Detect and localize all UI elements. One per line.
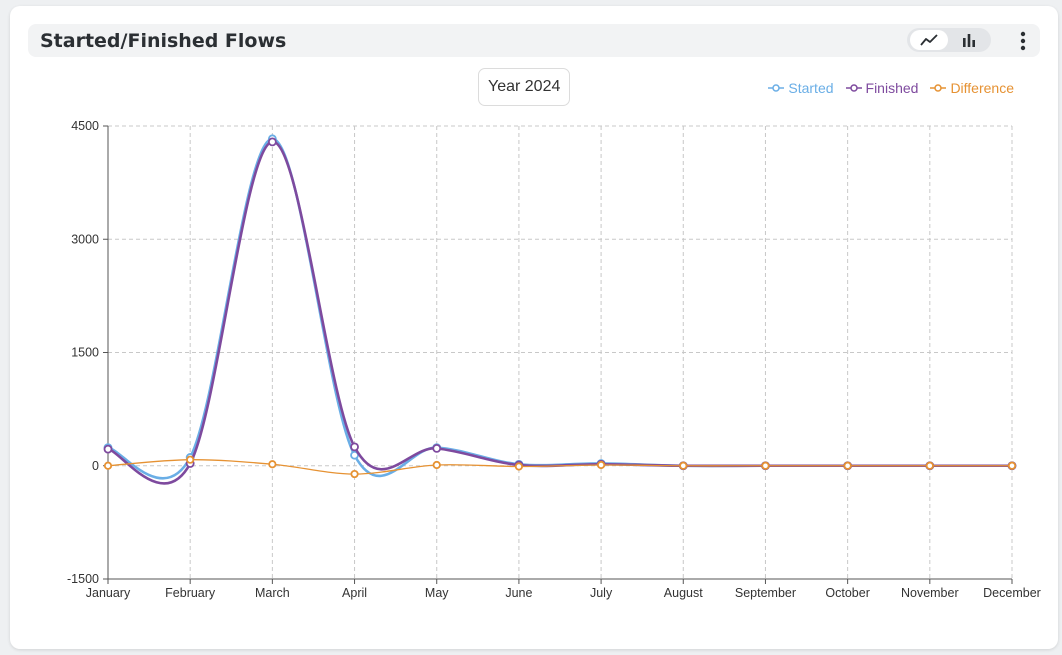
- data-point-difference[interactable]: [1007, 461, 1017, 470]
- data-point-difference[interactable]: [514, 462, 524, 471]
- series-line-difference: [107, 459, 1012, 475]
- y-tick-label: 0: [92, 459, 99, 473]
- y-tick-label: -1500: [67, 572, 99, 586]
- data-point-difference[interactable]: [596, 460, 606, 470]
- legend-item-finished[interactable]: Finished: [845, 80, 919, 96]
- chart-card: Started/Finished Flows: [10, 6, 1058, 649]
- data-point-difference[interactable]: [925, 461, 934, 470]
- card-title: Started/Finished Flows: [40, 30, 287, 52]
- data-point-difference[interactable]: [268, 460, 277, 469]
- bar-view-button[interactable]: [950, 30, 988, 50]
- x-tick-label: February: [165, 586, 216, 600]
- legend-label: Difference: [950, 80, 1014, 96]
- x-tick-label: May: [425, 586, 449, 600]
- data-point-finished[interactable]: [350, 442, 359, 452]
- data-point-difference[interactable]: [679, 461, 688, 470]
- x-tick-label: January: [86, 586, 131, 600]
- x-tick-label: April: [342, 586, 367, 600]
- legend-marker-icon: [845, 84, 862, 92]
- legend-label: Started: [788, 80, 834, 96]
- more-options-button[interactable]: [1016, 29, 1030, 53]
- data-point-difference[interactable]: [186, 455, 195, 464]
- data-point-finished[interactable]: [267, 137, 277, 147]
- x-tick-label: October: [825, 586, 869, 600]
- data-point-difference[interactable]: [103, 461, 113, 470]
- data-point-difference[interactable]: [843, 461, 852, 470]
- card-header: Started/Finished Flows: [28, 24, 1040, 57]
- x-tick-label: August: [664, 586, 703, 600]
- data-point-finished[interactable]: [432, 443, 442, 453]
- line-view-button[interactable]: [910, 30, 948, 50]
- data-point-difference[interactable]: [761, 461, 770, 470]
- legend-item-difference[interactable]: Difference: [930, 80, 1014, 96]
- chart-type-toggle: [907, 28, 991, 52]
- x-tick-label: September: [735, 586, 796, 600]
- x-tick-label: March: [255, 586, 290, 600]
- chart-legend: Started Finished Difference: [768, 80, 1014, 96]
- y-tick-label: 3000: [71, 232, 99, 246]
- legend-marker-icon: [768, 84, 785, 92]
- line-chart-icon: [920, 34, 938, 46]
- x-tick-label: June: [505, 586, 532, 600]
- data-point-finished[interactable]: [103, 444, 113, 454]
- legend-label: Finished: [865, 80, 919, 96]
- chart-title: Year 2024: [478, 68, 571, 106]
- y-tick-label: 4500: [71, 119, 99, 133]
- data-point-difference[interactable]: [432, 460, 441, 470]
- x-tick-label: November: [901, 586, 959, 600]
- bar-chart-icon: [963, 34, 975, 47]
- x-tick-label: July: [590, 586, 613, 600]
- data-point-difference[interactable]: [350, 469, 359, 479]
- legend-item-started[interactable]: Started: [768, 80, 834, 96]
- data-point-started[interactable]: [350, 450, 359, 460]
- y-tick-label: 1500: [71, 346, 99, 360]
- legend-marker-icon: [930, 84, 947, 92]
- x-tick-label: December: [983, 586, 1041, 600]
- series-line-finished: [107, 140, 1012, 485]
- series-line-started: [107, 137, 1012, 480]
- kebab-menu-icon: [1020, 31, 1026, 51]
